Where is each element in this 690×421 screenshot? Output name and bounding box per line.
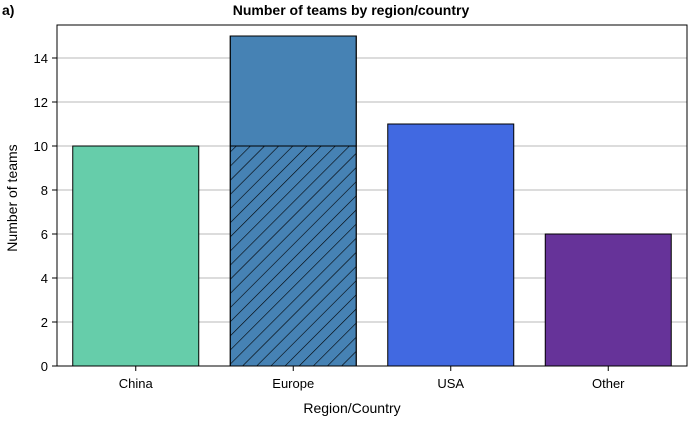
panel-label: a) [2, 2, 14, 18]
y-tick-label: 2 [41, 315, 48, 330]
bar-hatched-segment-europe [230, 146, 357, 366]
y-axis-ticks: 0 2 4 6 8 10 12 14 [34, 51, 57, 374]
bar-china [72, 145, 200, 367]
x-axis-label: Region/Country [303, 400, 400, 416]
y-tick-label: 14 [34, 51, 48, 66]
x-tick-label: USA [437, 376, 464, 391]
y-tick-label: 10 [34, 139, 48, 154]
x-tick-label: Europe [272, 376, 314, 391]
x-tick-label: Other [592, 376, 625, 391]
bar-other [544, 233, 672, 367]
y-tick-label: 12 [34, 95, 48, 110]
chart-title: Number of teams by region/country [233, 2, 470, 18]
bars [72, 35, 672, 367]
x-tick-label: China [119, 376, 154, 391]
x-axis-ticks: China Europe USA Other [119, 366, 625, 391]
y-axis-label: Number of teams [4, 144, 20, 251]
y-tick-label: 0 [41, 359, 48, 374]
y-tick-label: 8 [41, 183, 48, 198]
y-tick-label: 4 [41, 271, 48, 286]
plot-frame [56, 24, 688, 367]
y-tick-label: 6 [41, 227, 48, 242]
bar-usa [387, 123, 515, 367]
